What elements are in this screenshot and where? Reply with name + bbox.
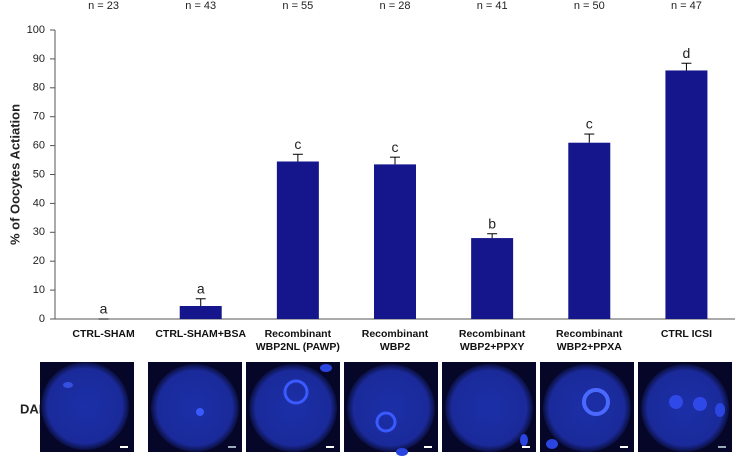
y-tick-label: 30 xyxy=(33,226,45,238)
significance-letter: c xyxy=(294,136,301,152)
significance-letter: d xyxy=(683,45,691,61)
y-tick-label: 10 xyxy=(33,284,45,296)
bar xyxy=(276,161,319,319)
y-tick-label: 0 xyxy=(39,313,45,325)
y-tick-label: 60 xyxy=(33,140,45,152)
x-tick-label: Recombinant WBP2+PPXA xyxy=(556,328,623,353)
dapi-images xyxy=(40,362,732,456)
n-label: n = 55 xyxy=(282,0,313,12)
bar xyxy=(665,70,708,320)
n-label: n = 43 xyxy=(185,0,216,12)
n-label: n = 28 xyxy=(380,0,411,12)
significance-letter: c xyxy=(586,116,593,132)
x-tick-label: Recombinant WBP2+PPXY xyxy=(458,328,526,353)
n-label: n = 47 xyxy=(671,0,702,12)
bar xyxy=(568,142,611,319)
y-axis-label: % of Oocytes Actiation xyxy=(7,104,22,245)
y-tick-label: 50 xyxy=(33,168,45,180)
x-tick-label: CTRL-SHAM+BSA xyxy=(155,328,247,340)
y-tick-label: 100 xyxy=(27,24,45,36)
x-tick-label: Recombinant WBP2 xyxy=(361,328,429,353)
y-tick-label: 40 xyxy=(33,197,45,209)
significance-letter: b xyxy=(488,215,496,231)
n-label: n = 41 xyxy=(477,0,508,12)
x-tick-label: Recombinant WBP2NL (PAWP) xyxy=(255,328,340,353)
x-tick-label: CTRL ICSI xyxy=(660,328,712,340)
n-label: n = 50 xyxy=(574,0,605,12)
bar xyxy=(374,164,416,319)
x-tick-label: CTRL-SHAM xyxy=(72,328,135,340)
y-tick-label: 80 xyxy=(33,82,45,94)
n-label: n = 23 xyxy=(88,0,119,12)
y-tick-label: 70 xyxy=(33,111,45,123)
significance-letter: a xyxy=(100,301,108,317)
bar xyxy=(179,305,222,319)
bar xyxy=(471,238,514,319)
y-tick-label: 20 xyxy=(33,255,45,267)
y-tick-label: 90 xyxy=(33,53,45,65)
significance-letter: a xyxy=(197,280,205,296)
significance-letter: c xyxy=(392,139,399,155)
